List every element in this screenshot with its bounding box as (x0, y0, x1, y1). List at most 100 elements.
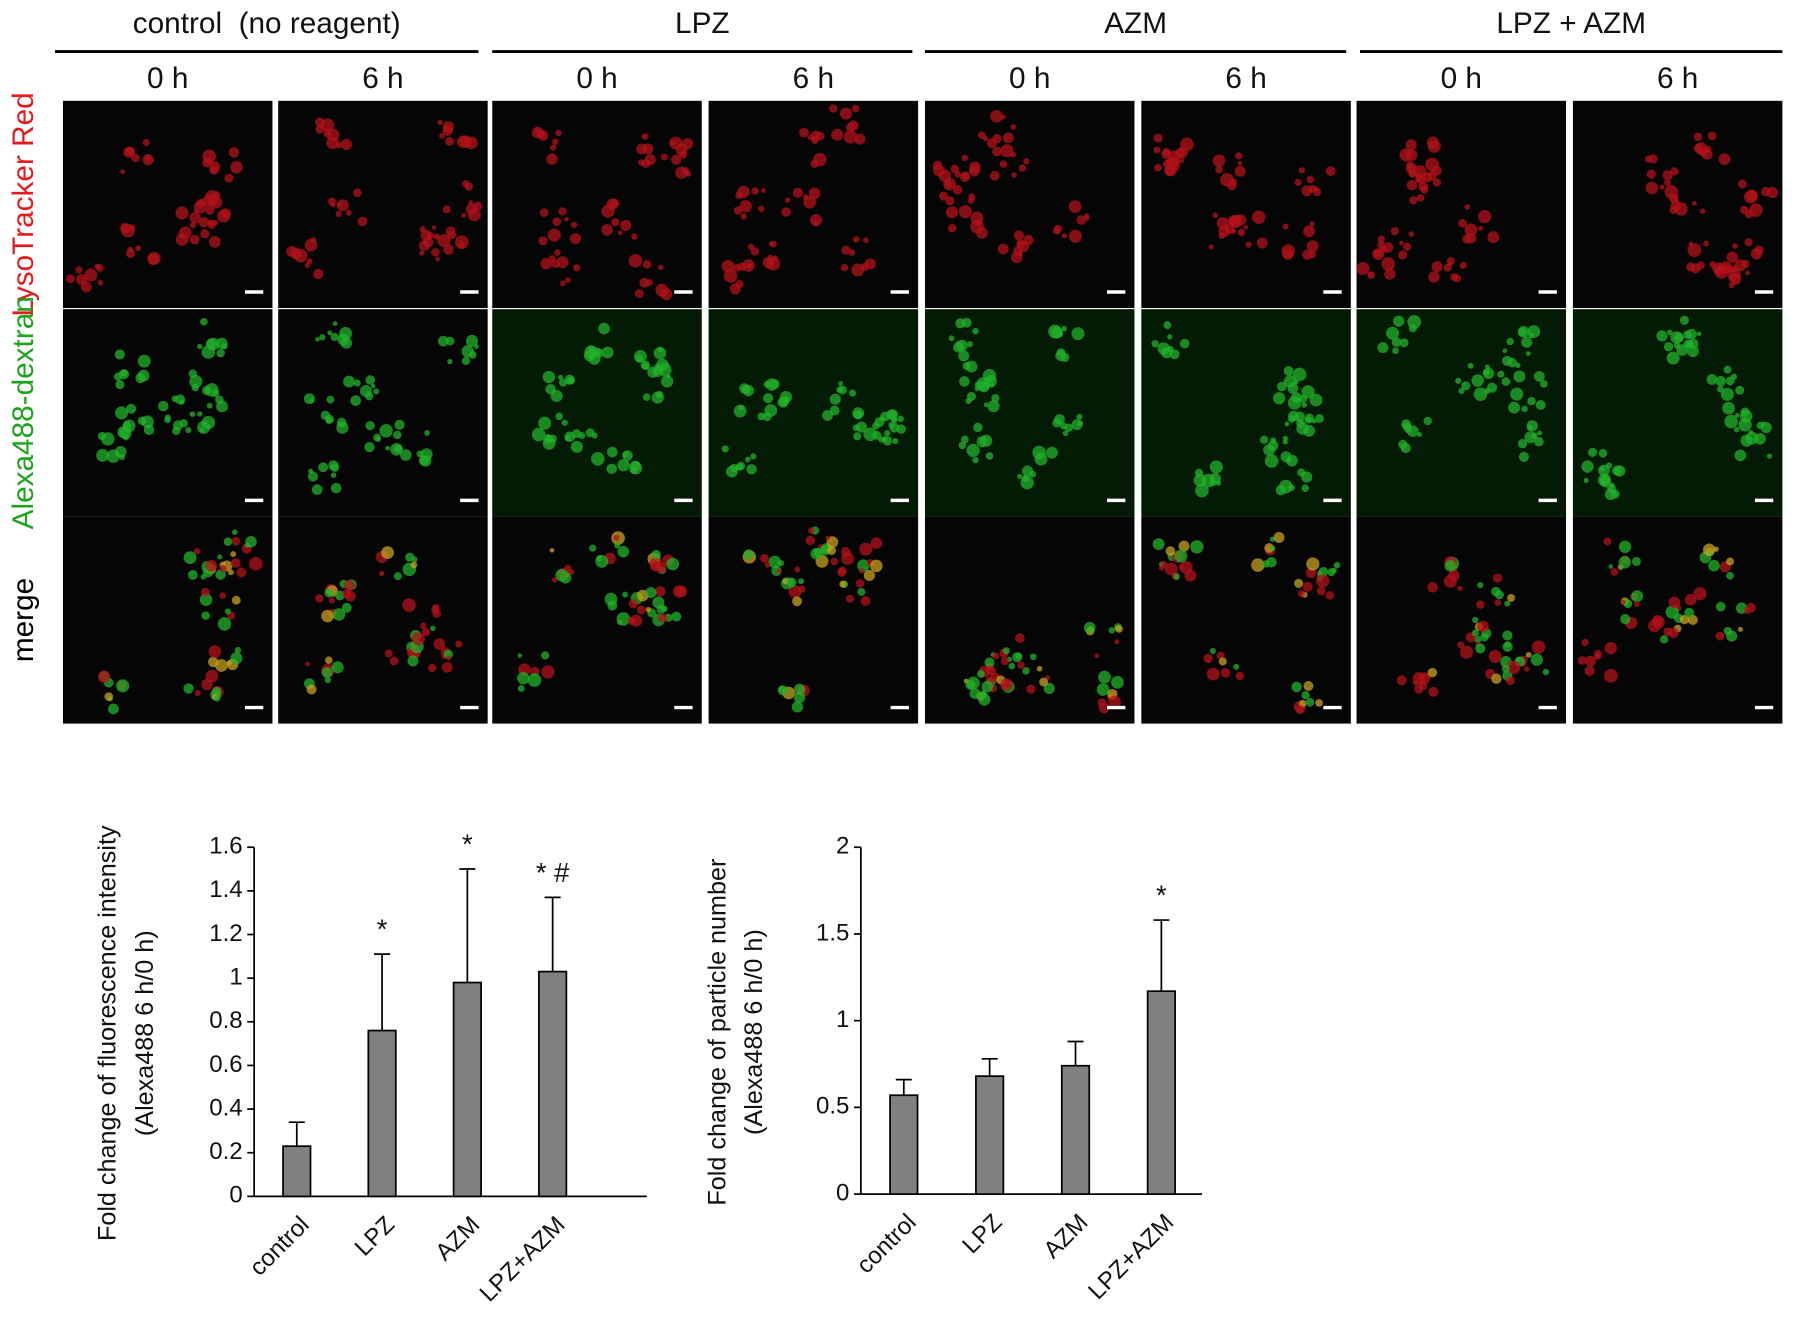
cell-spot (1464, 223, 1478, 237)
cell-spot (1676, 344, 1689, 356)
cell-spot (84, 268, 98, 282)
cell-spot (1275, 485, 1286, 496)
cell-spot (1517, 438, 1528, 449)
cell-spot (810, 214, 823, 227)
cell-spot (1017, 473, 1023, 480)
cell-spot (1664, 179, 1671, 187)
cell-spot (1291, 681, 1302, 693)
y-tick-label: 0 (836, 1179, 849, 1206)
cell-spot (1461, 381, 1471, 391)
cell-spot (550, 144, 557, 151)
cell-spot (1220, 668, 1231, 678)
cell-spot (206, 402, 213, 409)
cell-spot (948, 335, 955, 342)
cell-spot (445, 226, 456, 236)
cell-spot (427, 663, 437, 673)
cell-spot (1266, 556, 1277, 568)
time-label: 0 h (1009, 62, 1050, 95)
cell-spot (424, 430, 430, 436)
cell-spot (1083, 213, 1090, 219)
cell-spot (558, 207, 567, 216)
cell-spot (1741, 259, 1750, 268)
cell-spot (1684, 593, 1697, 606)
cell-spot (1521, 336, 1533, 348)
cell-spot (743, 549, 754, 560)
cell-spot (1283, 366, 1294, 376)
cell-spot (1581, 638, 1589, 647)
microscopy-panel (1356, 309, 1567, 517)
cell-spot (224, 608, 231, 615)
cell-spot (379, 424, 393, 438)
cell-spot (874, 417, 885, 428)
cell-spot (1406, 160, 1414, 168)
cell-spot (657, 264, 664, 271)
cell-spot (745, 456, 751, 463)
microscopy-panel (708, 516, 919, 724)
cell-spot (324, 656, 333, 664)
y-tick-label: 1 (836, 1006, 849, 1033)
cell-spot (1178, 540, 1190, 552)
cell-spot (1303, 225, 1316, 238)
cell-spot (1277, 381, 1287, 392)
cell-spot (1610, 568, 1619, 576)
cell-spot (1745, 431, 1759, 445)
cell-spot (1719, 261, 1733, 274)
cell-spot (560, 280, 566, 287)
cell-spot (315, 594, 324, 603)
cell-spot (113, 372, 123, 381)
cell-spot (565, 277, 571, 283)
cell-spot (1473, 387, 1488, 401)
cell-spot (1476, 600, 1485, 609)
cell-spot (672, 585, 686, 598)
cell-spot (1243, 224, 1249, 230)
cell-spot (393, 444, 403, 454)
cell-spot (1039, 677, 1049, 687)
x-tick-label: LPZ+AZM (474, 1211, 570, 1307)
cell-spot (1502, 630, 1513, 641)
panel-background (1141, 309, 1351, 517)
cell-spot (446, 655, 452, 661)
cell-spot (1428, 271, 1440, 283)
cell-spot (859, 542, 873, 556)
cell-spot (365, 392, 374, 401)
cell-spot (96, 448, 110, 462)
cell-spot (1043, 682, 1055, 695)
y-tick-label: 1.6 (209, 833, 242, 860)
cell-spot (115, 406, 129, 420)
cell-spot (1723, 365, 1732, 374)
cell-spot (216, 400, 228, 413)
cell-spot (1748, 430, 1754, 435)
cell-spot (617, 620, 623, 625)
cell-spot (932, 160, 943, 170)
cell-spot (1379, 245, 1388, 254)
cell-spot (517, 653, 523, 658)
cell-spot (332, 608, 346, 621)
cell-spot (863, 237, 869, 244)
cell-spot (1718, 153, 1731, 166)
cell-spot (1174, 549, 1188, 563)
cell-spot (966, 341, 974, 348)
cell-spot (321, 667, 333, 678)
cell-spot (1462, 234, 1472, 244)
cell-spot (825, 535, 831, 541)
cell-spot (461, 356, 471, 365)
cell-spot (1734, 412, 1740, 418)
cell-spot (1029, 653, 1037, 661)
cell-spot (1478, 210, 1492, 224)
cell-spot (1693, 132, 1703, 142)
cell-spot (596, 555, 603, 562)
cell-spot (1526, 351, 1531, 356)
cell-spot (1023, 158, 1030, 165)
cell-spot (330, 463, 340, 472)
cell-spot (1407, 315, 1422, 329)
cell-spot (419, 250, 425, 256)
cell-spot (1534, 436, 1544, 447)
microscopy-panel (1356, 100, 1567, 309)
cell-spot (407, 655, 419, 667)
cell-spot (1259, 435, 1269, 444)
cell-spot (120, 222, 131, 234)
microscopy-panel (62, 516, 273, 724)
y-axis-title: Fold change of particle number (704, 859, 732, 1206)
cell-spot (378, 570, 385, 577)
microscopy-panel (492, 516, 702, 724)
